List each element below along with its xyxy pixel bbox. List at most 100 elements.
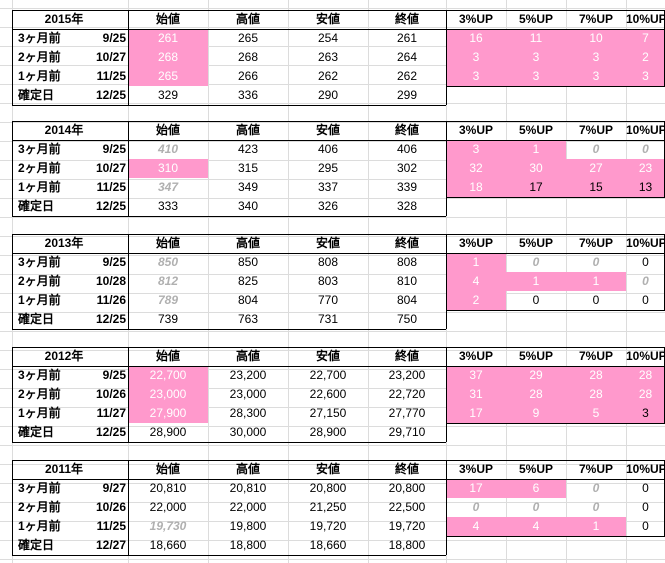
table-cell: 0 xyxy=(642,519,649,533)
grid-line xyxy=(0,445,665,446)
column-header: 10%UP xyxy=(626,12,665,26)
table-cell: 28,900 xyxy=(309,425,347,439)
grid-line xyxy=(208,0,209,563)
table-cell: 21,250 xyxy=(309,500,347,514)
row-date: 11/25 xyxy=(96,519,126,533)
column-header: 安値 xyxy=(315,349,340,363)
table-cell: 825 xyxy=(237,274,259,288)
table-border xyxy=(12,253,665,254)
table-cell: 17 xyxy=(506,178,566,197)
table-cell: 7 xyxy=(626,29,665,48)
table-cell: 2 xyxy=(626,48,665,67)
row-label: 3ヶ月前 xyxy=(18,31,61,45)
table-cell: 16 xyxy=(446,29,506,48)
row-label: 3ヶ月前 xyxy=(18,368,61,382)
table-cell: 804 xyxy=(396,293,418,307)
table-cell: 23,000 xyxy=(128,385,208,404)
table-cell: 770 xyxy=(317,293,339,307)
table-cell: 22,700 xyxy=(309,368,347,382)
column-header: 3%UP xyxy=(458,349,493,363)
table-cell: 808 xyxy=(317,255,339,269)
column-header: 7%UP xyxy=(578,349,613,363)
table-cell: 23,000 xyxy=(229,387,267,401)
table-cell: 28 xyxy=(566,385,626,404)
table-cell: 17 xyxy=(446,479,506,498)
grid-line xyxy=(0,236,665,237)
table-cell xyxy=(566,86,626,105)
column-header: 高値 xyxy=(235,349,260,363)
table-cell: 731 xyxy=(317,312,339,326)
row-label: 1ヶ月前 xyxy=(18,406,61,420)
table-cell: 0 xyxy=(592,500,600,514)
table-cell xyxy=(446,86,506,105)
row-label: 3ヶ月前 xyxy=(18,142,61,156)
table-cell: 3 xyxy=(446,140,506,159)
table-border xyxy=(12,460,665,461)
table-cell xyxy=(566,310,626,329)
table-cell: 37 xyxy=(446,366,506,385)
table-cell: 349 xyxy=(237,180,259,194)
table-cell: 763 xyxy=(237,312,259,326)
table-cell: 18,800 xyxy=(229,538,267,552)
column-header: 安値 xyxy=(315,123,340,137)
table-border xyxy=(446,10,447,105)
grid-line xyxy=(0,540,665,541)
table-cell: 0 xyxy=(642,274,649,288)
column-header: 7%UP xyxy=(578,123,613,137)
table-border xyxy=(12,140,665,141)
row-date: 11/26 xyxy=(96,293,126,307)
row-label: 確定日 xyxy=(18,88,55,102)
table-cell: 315 xyxy=(237,161,259,175)
table-cell: 28 xyxy=(626,385,665,404)
table-cell: 850 xyxy=(157,255,179,269)
row-date: 10/26 xyxy=(95,500,126,514)
row-date: 9/25 xyxy=(102,368,126,382)
row-date: 10/26 xyxy=(95,387,126,401)
row-label: 1ヶ月前 xyxy=(18,293,61,307)
table-cell: 337 xyxy=(317,180,339,194)
year-table-2013年: 2013年 始値 高値 安値 終値 3%UP 5%UP 7%UP 10%UP 3ヶ月前 9/25 85… xyxy=(0,234,665,329)
table-cell: 739 xyxy=(157,312,179,326)
grid-line xyxy=(0,407,665,408)
table-border xyxy=(12,234,665,235)
table-cell: 22,500 xyxy=(388,500,426,514)
table-border xyxy=(446,310,665,311)
row-label: 確定日 xyxy=(18,538,55,552)
grid-line xyxy=(626,0,627,563)
table-cell: 290 xyxy=(317,88,339,102)
table-border xyxy=(12,329,446,330)
table-cell: 19,720 xyxy=(309,519,347,533)
table-cell: 850 xyxy=(237,255,259,269)
table-cell: 11 xyxy=(506,29,566,48)
table-cell: 32 xyxy=(446,159,506,178)
row-date: 9/27 xyxy=(102,481,126,495)
grid-line xyxy=(0,369,665,370)
table-cell: 265 xyxy=(237,31,259,45)
grid-line xyxy=(0,8,665,9)
table-border xyxy=(446,234,447,329)
row-date: 9/25 xyxy=(102,142,126,156)
year-label: 2012年 xyxy=(44,349,84,363)
grid-line xyxy=(0,84,665,85)
table-cell: 18,660 xyxy=(309,538,347,552)
table-cell: 13 xyxy=(626,178,665,197)
table-cell xyxy=(626,86,665,105)
table-cell: 1 xyxy=(506,272,566,291)
column-header: 始値 xyxy=(155,123,180,137)
table-cell: 3 xyxy=(446,67,506,86)
table-border xyxy=(446,86,665,87)
table-cell: 0 xyxy=(592,293,600,307)
table-border xyxy=(12,121,13,217)
table-cell: 406 xyxy=(317,142,339,156)
grid-line xyxy=(0,388,665,389)
table-cell: 27,150 xyxy=(309,406,347,420)
column-header: 5%UP xyxy=(518,236,553,250)
table-cell: 17 xyxy=(446,404,506,423)
table-cell: 339 xyxy=(396,180,418,194)
table-cell: 22,700 xyxy=(128,366,208,385)
table-cell: 9 xyxy=(506,404,566,423)
table-cell: 3 xyxy=(506,48,566,67)
table-cell: 0 xyxy=(642,293,649,307)
column-header: 5%UP xyxy=(518,462,553,476)
column-header: 終値 xyxy=(394,12,419,26)
